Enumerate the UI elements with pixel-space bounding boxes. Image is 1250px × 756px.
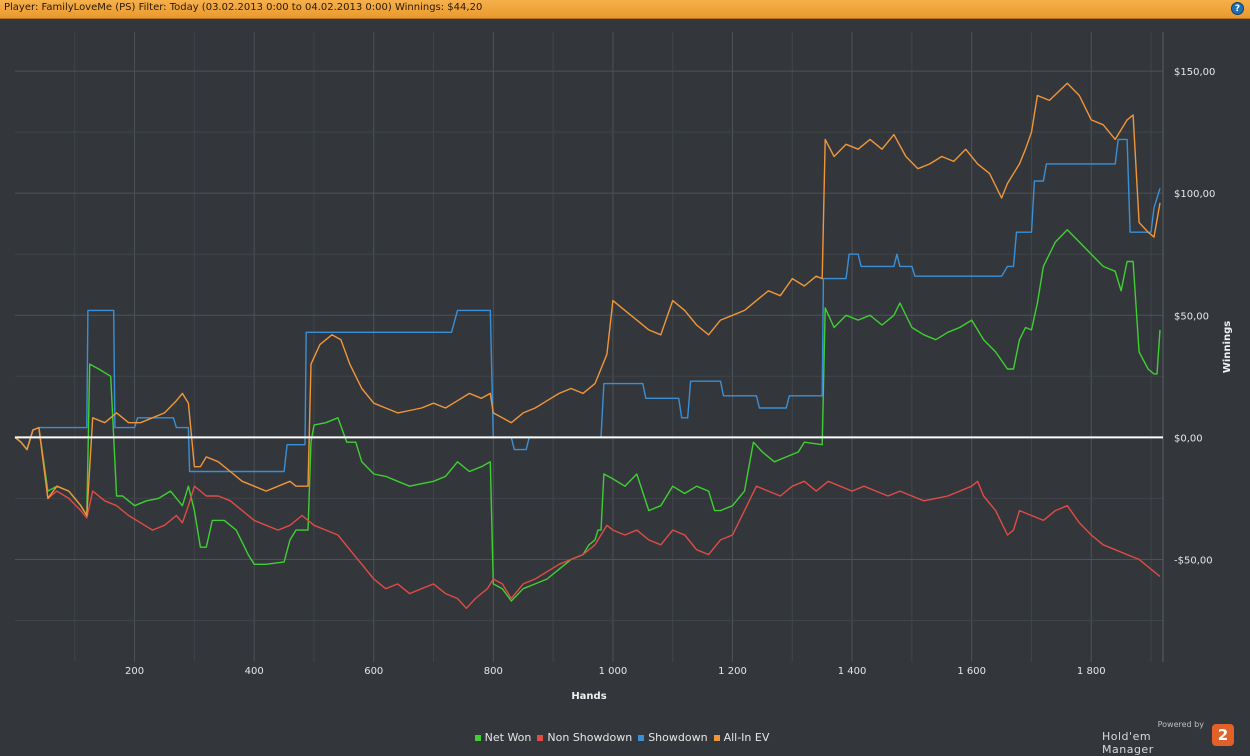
legend-label: All-In EV xyxy=(723,731,770,744)
powered-by-text: Powered by xyxy=(1157,720,1204,729)
brand-name: Hold'em Manager xyxy=(1102,730,1154,756)
y-axis-title: Winnings xyxy=(1222,321,1233,373)
y-tick-label: $100,00 xyxy=(1174,189,1215,200)
series-line-non-showdown xyxy=(14,426,1161,609)
y-gridlines xyxy=(15,32,1164,662)
x-tick-label: 1 800 xyxy=(1077,666,1106,677)
x-tick-labels: 200 400 600 800 1 000 1 200 1 400 1 600 1 800 xyxy=(125,666,1106,677)
x-tick-label: 1 600 xyxy=(957,666,986,677)
y-tick-label: $150,00 xyxy=(1174,67,1215,78)
legend-label: Showdown xyxy=(648,731,708,744)
x-tick-label: 400 xyxy=(245,666,264,677)
hm2-logo-icon: 2 xyxy=(1212,724,1234,746)
legend-item[interactable]: Showdown xyxy=(638,731,708,744)
series-line-all-in-ev xyxy=(14,82,1161,517)
legend: Net Won Non Showdown Showdown All-In EV xyxy=(0,731,1250,744)
legend-label: Net Won xyxy=(484,731,532,744)
legend-swatch xyxy=(537,735,544,741)
report-title: Player: FamilyLoveMe (PS) Filter: Today … xyxy=(4,2,483,13)
y-tick-label: $50,00 xyxy=(1174,311,1209,322)
series-lines xyxy=(14,82,1163,609)
legend-swatch xyxy=(474,735,481,741)
legend-swatch xyxy=(638,735,645,741)
x-tick-label: 200 xyxy=(125,666,144,677)
legend-item[interactable]: All-In EV xyxy=(713,731,770,744)
title-bar: Player: FamilyLoveMe (PS) Filter: Today … xyxy=(0,0,1250,19)
series-line-net-won xyxy=(14,229,1161,602)
x-tick-label: 1 400 xyxy=(838,666,867,677)
y-tick-label: $0,00 xyxy=(1174,433,1203,444)
legend-item[interactable]: Net Won xyxy=(474,731,532,744)
branding: Powered by Hold'em Manager 2 xyxy=(1102,720,1242,756)
x-tick-label: 1 000 xyxy=(599,666,628,677)
legend-item[interactable]: Non Showdown xyxy=(537,731,632,744)
y-tick-labels: $150,00 $100,00 $50,00 $0,00 -$50,00 xyxy=(1174,67,1215,566)
x-tick-label: 1 200 xyxy=(718,666,747,677)
legend-swatch xyxy=(713,735,720,741)
x-axis-title: Hands xyxy=(571,691,606,702)
help-button[interactable]: ? xyxy=(1231,2,1244,15)
series-line-showdown xyxy=(14,138,1161,473)
y-tick-label: -$50,00 xyxy=(1174,555,1213,566)
x-gridlines xyxy=(74,32,1152,662)
legend-label: Non Showdown xyxy=(547,731,633,744)
x-tick-label: 800 xyxy=(484,666,503,677)
x-tick-label: 600 xyxy=(364,666,383,677)
